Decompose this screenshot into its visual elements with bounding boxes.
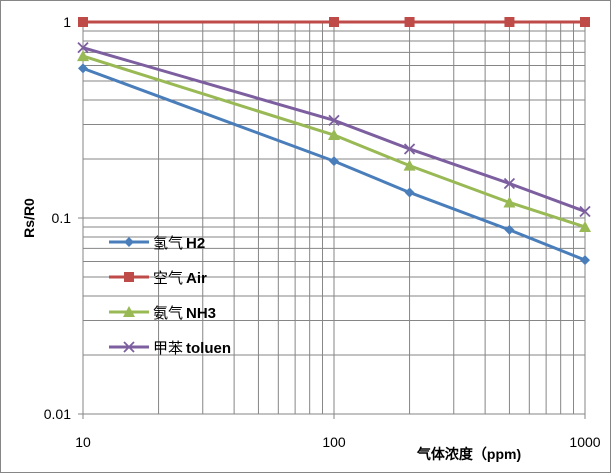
legend-marker-h2 [124, 237, 134, 247]
legend-marker-nh3 [123, 306, 135, 317]
data-point-toluen [77, 41, 89, 54]
legend-label-cn-toluen: 甲苯 [153, 339, 183, 357]
y-axis-title: Rs/R0 [21, 198, 37, 238]
data-point-toluen [503, 177, 516, 190]
x-tick-label: 100 [322, 434, 346, 450]
data-point-nh3 [328, 129, 340, 141]
data-point-h2 [404, 187, 415, 198]
data-point-nh3 [403, 159, 416, 171]
y-tick-label: 1 [63, 14, 71, 30]
data-point-air [504, 17, 515, 27]
data-point-nh3 [579, 220, 591, 232]
legend-label-h2: H2 [186, 235, 205, 252]
data-point-h2 [504, 224, 515, 235]
data-point-air [404, 17, 415, 27]
legend-label-nh3: NH3 [186, 305, 216, 322]
data-point-nh3 [503, 196, 516, 208]
data-point-toluen [403, 143, 416, 155]
data-point-toluen [579, 205, 591, 218]
y-tick-label: 0.01 [44, 406, 71, 422]
data-point-h2 [329, 156, 339, 167]
x-tick-label: 10 [75, 434, 91, 450]
data-point-nh3 [77, 50, 89, 62]
data-point-h2 [78, 63, 88, 74]
legend-label-cn-nh3: 氨气 [153, 304, 183, 322]
legend-label-air: Air [186, 270, 207, 287]
data-point-air [78, 17, 88, 27]
data-point-air [580, 17, 590, 27]
y-tick-label: 0.1 [52, 210, 72, 226]
legend-marker-air [124, 272, 134, 282]
data-point-h2 [580, 255, 590, 266]
data-point-toluen [328, 114, 340, 126]
legend-label-cn-h2: 氢气 [153, 234, 183, 252]
legend-marker-toluen [123, 341, 135, 353]
data-point-air [329, 17, 339, 27]
legend-label-toluen: toluen [186, 340, 231, 357]
legend-label-cn-air: 空气 [153, 269, 183, 287]
x-axis-title: 气体浓度（ppm) [416, 446, 521, 462]
x-tick-label: 1000 [569, 434, 600, 450]
